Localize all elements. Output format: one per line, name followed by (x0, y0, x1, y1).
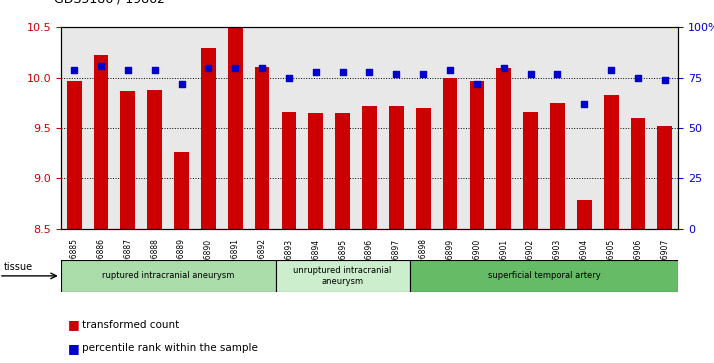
Bar (389, 106, 403, 229)
Point (149, 67, 161, 73)
Point (498, 65, 510, 70)
Point (122, 67, 134, 73)
Bar (308, 113, 323, 229)
Bar (550, 103, 565, 229)
Text: tissue: tissue (4, 262, 33, 272)
Point (256, 65, 268, 70)
Point (69, 67, 80, 73)
Point (633, 75, 644, 81)
Bar (201, 48, 216, 229)
Point (203, 65, 214, 70)
Text: superficial temporal artery: superficial temporal artery (488, 272, 600, 280)
Bar (147, 90, 162, 229)
Text: transformed count: transformed count (82, 320, 179, 330)
Point (310, 69, 321, 74)
Bar (66, 81, 81, 229)
Bar (416, 108, 431, 229)
Point (337, 69, 348, 74)
Text: ruptured intracranial aneurysm: ruptured intracranial aneurysm (102, 272, 234, 280)
Point (95, 62, 106, 68)
Bar (94, 56, 109, 229)
Bar (281, 112, 296, 229)
Bar (228, 28, 243, 229)
Bar (658, 126, 673, 229)
Bar (336, 113, 350, 229)
Point (471, 81, 483, 86)
Text: percentile rank within the sample: percentile rank within the sample (82, 343, 258, 354)
Point (444, 67, 456, 73)
Bar (410, 260, 678, 291)
Bar (523, 112, 538, 229)
Text: ■: ■ (68, 318, 79, 331)
Text: ■: ■ (68, 342, 79, 355)
Bar (362, 106, 377, 229)
Point (363, 69, 375, 74)
Bar (630, 118, 645, 229)
Point (552, 71, 563, 77)
Point (605, 67, 617, 73)
Bar (496, 68, 511, 229)
Bar (61, 260, 276, 291)
Bar (174, 152, 189, 229)
Bar (577, 200, 592, 229)
Text: GDS5186 / 19862: GDS5186 / 19862 (54, 0, 164, 5)
Point (176, 81, 187, 86)
Bar (121, 91, 135, 229)
Bar (443, 78, 458, 229)
Text: unruptured intracranial
aneurysm: unruptured intracranial aneurysm (293, 266, 392, 286)
Point (578, 101, 590, 107)
Point (659, 77, 670, 82)
Point (283, 75, 295, 81)
Point (418, 71, 429, 77)
Point (229, 65, 241, 70)
Point (391, 71, 402, 77)
Bar (604, 95, 618, 229)
Point (525, 71, 536, 77)
Bar (255, 66, 269, 229)
Bar (276, 260, 410, 291)
Bar (470, 81, 484, 229)
